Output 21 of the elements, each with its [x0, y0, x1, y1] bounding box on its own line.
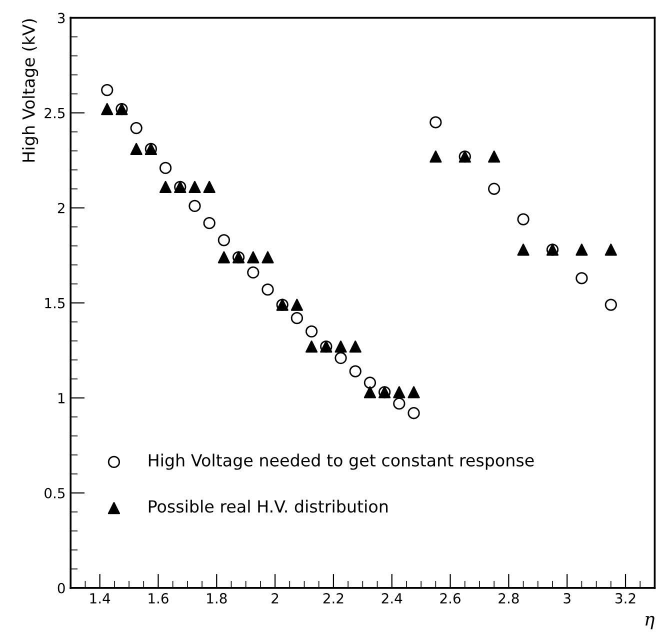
- y-tick-label: 0: [58, 582, 65, 594]
- x-tick-label: 2.6: [440, 593, 460, 604]
- x-tick-label: 3: [564, 593, 570, 604]
- y-tick-label: 3: [58, 12, 65, 24]
- legend-label: Possible real H.V. distribution: [148, 500, 388, 513]
- y-axis-title: High Voltage (kV): [22, 19, 38, 162]
- x-tick-label: 2.2: [323, 593, 344, 604]
- x-tick-label: 2: [272, 593, 278, 604]
- x-tick-label: 1.4: [90, 593, 110, 604]
- y-tick-label: 1: [58, 393, 64, 404]
- y-tick-label: 2.5: [44, 108, 65, 118]
- y-tick-label: 1.5: [45, 298, 65, 308]
- x-axis-title: η: [646, 616, 654, 630]
- y-tick-label: 2: [58, 202, 64, 214]
- x-tick-label: 1.8: [207, 593, 227, 604]
- y-tick-label: 0.5: [44, 488, 65, 498]
- x-tick-label: 3.2: [616, 593, 636, 604]
- legend-label: High Voltage needed to get constant response: [148, 454, 534, 470]
- x-tick-label: 1.6: [148, 593, 168, 604]
- x-tick-label: 2.4: [382, 593, 402, 604]
- x-tick-label: 2.8: [498, 593, 519, 604]
